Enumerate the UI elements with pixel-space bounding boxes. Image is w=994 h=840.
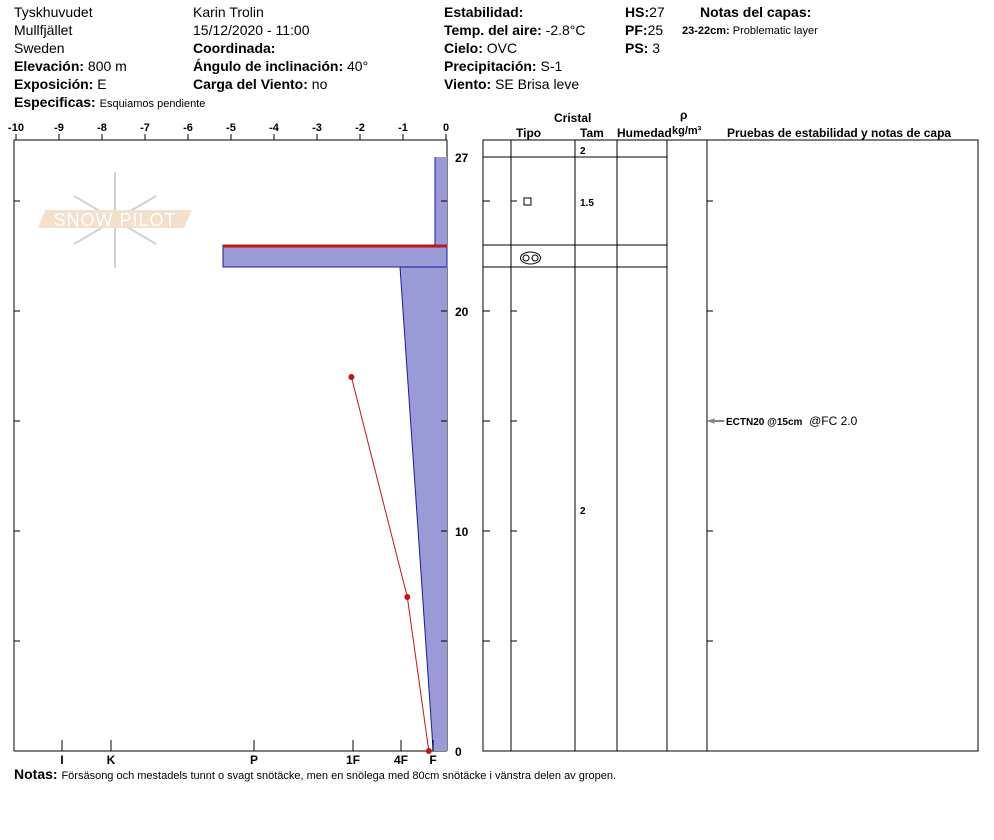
aspect-label: Exposición:: [14, 76, 94, 92]
range: Mullfjället: [14, 22, 73, 38]
crystal-label: Cristal: [554, 111, 592, 125]
temp-tick-label: 0: [443, 122, 449, 134]
hs: 27: [649, 4, 665, 20]
pf-label: PF:: [625, 22, 648, 38]
hardness-tick-label: F: [429, 753, 436, 767]
hardness-tick-label: P: [250, 753, 258, 767]
hardness-layer-23-22: [222, 244, 448, 268]
temp-tick-label: -6: [183, 122, 193, 134]
size-label: Tam: [580, 126, 604, 140]
density-unit: kg/m³: [672, 125, 702, 137]
rounded-crystal-icon: [520, 251, 541, 265]
size-value: 2: [580, 506, 586, 517]
ps: 3: [652, 40, 661, 56]
size-value: 2: [580, 146, 586, 157]
stability-label: Estabilidad:: [444, 4, 524, 20]
temp-tick-label: -5: [226, 122, 236, 134]
type-label: Tipo: [516, 126, 542, 140]
windload: no: [311, 76, 328, 92]
elevation-label: Elevación:: [14, 58, 85, 74]
density-symbol: ρ: [680, 108, 688, 122]
layer-notes-label: Notas del capas:: [700, 4, 812, 20]
temp-tick-label: -1: [398, 122, 408, 134]
hardness-fill: [400, 157, 447, 751]
observer: Karin Trolin: [193, 4, 264, 20]
hardness-tick-label: K: [107, 753, 116, 767]
svg-text:SNOW PILOT: SNOW PILOT: [53, 210, 176, 230]
sky-label: Cielo:: [444, 40, 483, 56]
precip-label: Precipitación:: [444, 58, 537, 74]
specifics: Esquiamos pendiente: [99, 98, 206, 110]
aspect: E: [97, 76, 107, 92]
depth-tick-label: 0: [455, 745, 462, 759]
slope: 40°: [347, 58, 369, 74]
notes-label: Notas:: [14, 766, 58, 782]
tests-label: Pruebas de estabilidad y notas de capa: [727, 126, 952, 140]
temp-tick-label: -4: [269, 122, 280, 134]
layer-note-range: 23-22cm:: [682, 25, 730, 37]
depth-tick-label: 10: [455, 525, 469, 539]
snowpilot-logo: SNOW PILOT: [38, 172, 192, 268]
temp-tick-label: -3: [312, 122, 322, 134]
precip: S-1: [540, 58, 563, 74]
airtemp-label: Temp. del aire:: [444, 22, 542, 38]
wind: SE Brisa leve: [495, 76, 580, 92]
location: Tyskhuvudet: [14, 4, 93, 20]
temp-point: [425, 748, 432, 754]
stability-test: ECTN20 @15cm: [726, 417, 803, 428]
slope-label: Ángulo de inclinación:: [193, 58, 344, 74]
pf: 25: [647, 22, 664, 38]
datetime: 15/12/2020 - 11:00: [193, 22, 310, 38]
layer-note: Problematic layer: [732, 25, 818, 37]
elevation: 800 m: [87, 58, 127, 74]
ps-label: PS:: [625, 40, 649, 56]
temp-tick-label: -8: [97, 122, 107, 134]
depth-tick-label: 20: [455, 305, 469, 319]
temp-point: [348, 374, 355, 380]
windload-label: Carga del Viento:: [193, 76, 308, 92]
notes: Försäsong och mestadels tunnt o svagt sn…: [61, 770, 617, 782]
hardness-tick-label: 4F: [394, 753, 408, 767]
country: Sweden: [14, 40, 65, 56]
ectn-arrow-icon: [706, 418, 724, 424]
faceted-crystal-icon: [523, 197, 532, 206]
sky: OVC: [486, 40, 518, 56]
temp-tick-label: -9: [54, 122, 64, 134]
airtemp: -2.8°C: [545, 22, 586, 38]
coord-label: Coordinada:: [193, 40, 276, 56]
temp-tick-label: -10: [8, 122, 24, 134]
layer-table: [482, 139, 979, 752]
temp-tick-label: -2: [355, 122, 365, 134]
wind-label: Viento:: [444, 76, 492, 92]
depth-tick-label: 27: [455, 151, 469, 165]
temp-tick-label: -7: [140, 122, 150, 134]
specifics-label: Especificas:: [14, 94, 96, 110]
temperature-profile: [348, 374, 432, 754]
hardness-profile: [222, 157, 448, 752]
stability-test-extra: @FC 2.0: [809, 414, 858, 428]
temp-point: [404, 594, 411, 600]
hardness-tick-label: 1F: [346, 753, 360, 767]
moisture-label: Humedad: [617, 126, 672, 140]
hs-label: HS:: [625, 4, 650, 20]
hardness-tick-label: I: [60, 753, 63, 767]
size-value: 1.5: [580, 198, 594, 209]
